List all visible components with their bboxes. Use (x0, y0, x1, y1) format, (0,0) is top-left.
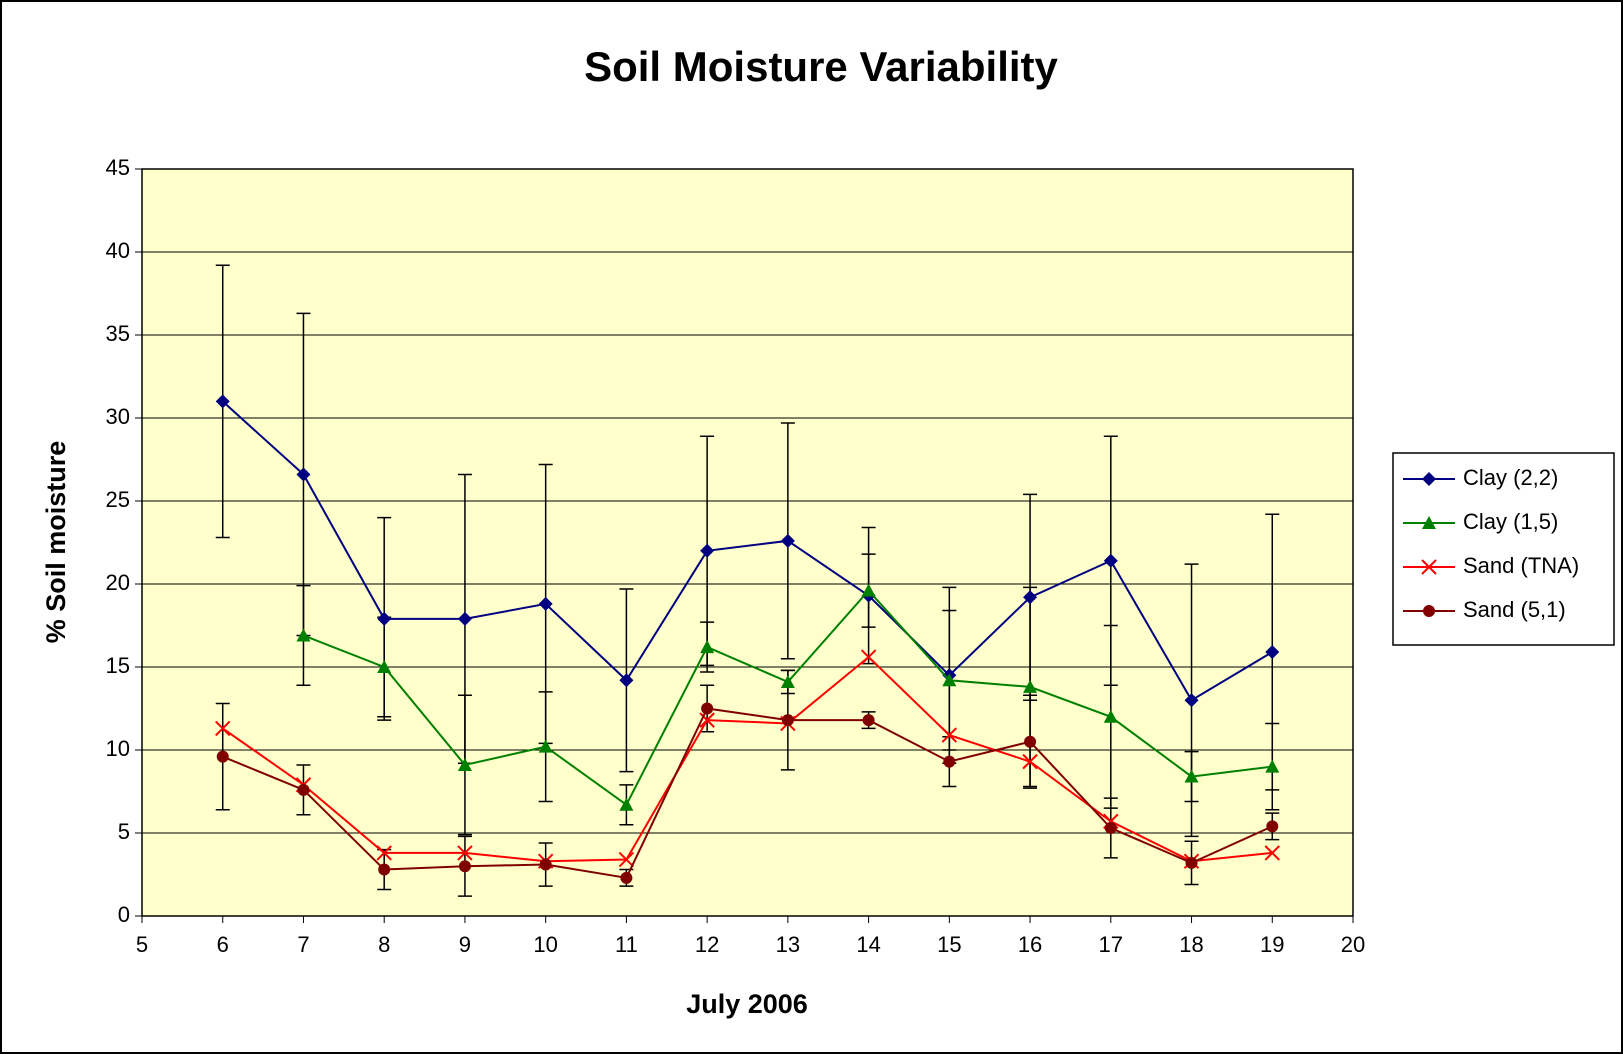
x-tick-label: 20 (1341, 932, 1365, 957)
y-axis-title: % Soil moisture (41, 441, 71, 644)
legend-label: Clay (2,2) (1463, 465, 1558, 490)
data-point (457, 845, 473, 861)
x-tick-label: 7 (297, 932, 309, 957)
series-line (222, 400, 1273, 702)
data-point (619, 797, 634, 811)
legend-marker (1421, 559, 1437, 575)
data-point (1103, 553, 1118, 568)
data-point (539, 858, 552, 871)
data-point (780, 533, 795, 548)
data-point (215, 394, 230, 409)
data-point (1265, 759, 1280, 773)
data-point (1265, 645, 1280, 660)
data-point (618, 851, 635, 868)
x-tick-label: 11 (615, 932, 638, 957)
series-line (222, 707, 1273, 879)
data-point (215, 720, 231, 737)
data-point (296, 467, 311, 482)
x-tick-label: 19 (1260, 932, 1284, 957)
data-point (1184, 769, 1199, 783)
data-point (862, 714, 875, 727)
x-tick-label: 17 (1099, 932, 1123, 957)
legend-marker (1422, 472, 1436, 486)
x-tick-label: 16 (1018, 932, 1042, 957)
y-tick-label: 45 (106, 155, 130, 180)
data-point (1023, 590, 1038, 605)
x-tick-label: 15 (937, 932, 961, 957)
data-point (376, 845, 392, 861)
x-tick-label: 8 (378, 932, 390, 957)
data-point (457, 611, 472, 626)
legend-marker (1422, 516, 1436, 529)
data-point (861, 583, 876, 597)
x-tick-label: 12 (695, 932, 719, 957)
x-tick-label: 9 (459, 932, 471, 957)
x-tick-label: 18 (1179, 932, 1203, 957)
y-tick-label: 10 (106, 736, 130, 761)
data-point (297, 783, 310, 796)
data-point (1264, 845, 1280, 861)
data-point (538, 596, 553, 611)
data-point (1024, 735, 1037, 748)
legend-label: Sand (5,1) (1463, 597, 1566, 622)
data-point (1185, 856, 1198, 869)
y-tick-label: 15 (106, 653, 130, 678)
data-point (1103, 709, 1118, 723)
x-tick-label: 6 (217, 932, 229, 957)
data-point (619, 673, 634, 688)
x-axis-title: July 2006 (686, 989, 808, 1019)
x-tick-label: 5 (136, 932, 148, 957)
data-point (620, 871, 633, 884)
data-point (1023, 679, 1038, 693)
data-point (457, 757, 472, 771)
y-tick-label: 30 (106, 404, 130, 429)
data-point (216, 750, 229, 763)
data-point (860, 649, 877, 665)
y-tick-label: 40 (106, 238, 130, 263)
legend-label: Sand (TNA) (1463, 553, 1579, 578)
chart-title: Soil Moisture Variability (584, 43, 1058, 90)
data-point (538, 739, 553, 753)
data-point (699, 712, 715, 728)
x-tick-label: 10 (533, 932, 557, 957)
plot-area (142, 169, 1353, 916)
series-line (222, 655, 1273, 863)
data-point (1104, 822, 1117, 835)
data-point (377, 611, 392, 626)
plot-frame (141, 168, 1354, 917)
data-point (781, 714, 794, 727)
x-tick-label: 13 (776, 932, 800, 957)
y-tick-label: 20 (106, 570, 130, 595)
legend-label: Clay (1,5) (1463, 509, 1558, 534)
data-point (780, 674, 795, 688)
y-tick-label: 0 (118, 902, 130, 927)
data-point (943, 755, 956, 768)
data-point (941, 727, 958, 743)
data-point (458, 860, 471, 873)
data-point (942, 673, 957, 687)
data-point (700, 640, 715, 654)
y-tick-label: 35 (106, 321, 130, 346)
data-point (1184, 693, 1199, 708)
data-point (700, 543, 715, 558)
data-point (701, 702, 714, 715)
data-point (377, 660, 392, 673)
legend-marker (1423, 605, 1435, 617)
data-point (296, 628, 311, 642)
data-point (1266, 820, 1279, 833)
x-tick-label: 14 (856, 932, 880, 957)
y-tick-label: 5 (118, 819, 130, 844)
y-tick-label: 25 (106, 487, 130, 512)
data-point (378, 863, 391, 876)
data-point (1022, 753, 1038, 770)
